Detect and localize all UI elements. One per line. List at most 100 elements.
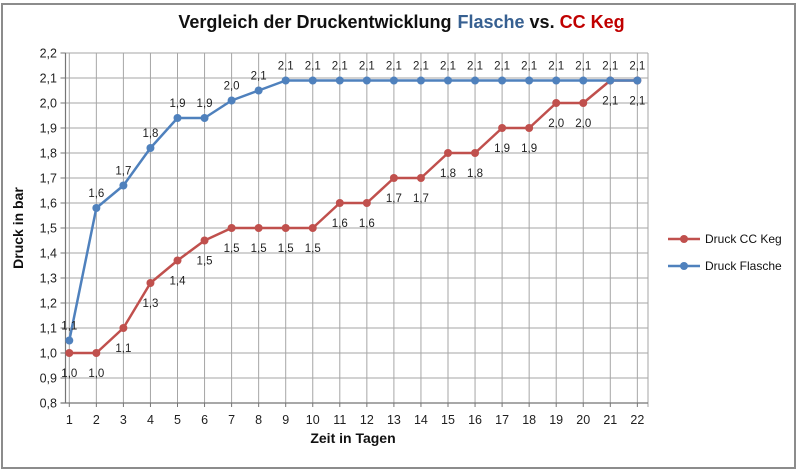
data-label: 1,5 bbox=[278, 243, 294, 255]
x-tick-label: 15 bbox=[441, 413, 455, 427]
data-point-marker bbox=[416, 76, 425, 85]
data-point-marker bbox=[65, 349, 74, 357]
data-point-marker bbox=[254, 224, 263, 232]
x-tick-label: 5 bbox=[174, 413, 181, 427]
data-label: 1,5 bbox=[224, 243, 240, 255]
data-point-marker bbox=[227, 96, 236, 105]
data-point-marker bbox=[389, 76, 398, 85]
x-tick-label: 3 bbox=[120, 413, 127, 427]
data-point-marker bbox=[335, 199, 344, 207]
data-label: 1,9 bbox=[170, 98, 186, 110]
x-tick-label: 14 bbox=[414, 413, 428, 427]
series-druck-flasche bbox=[65, 76, 642, 345]
data-point-marker bbox=[92, 349, 101, 357]
x-tick-label: 1 bbox=[66, 413, 73, 427]
data-label: 2,1 bbox=[602, 96, 618, 108]
data-label: 1,6 bbox=[359, 218, 375, 230]
y-tick-label: 1,0 bbox=[40, 347, 57, 361]
y-tick-label: 1,5 bbox=[40, 222, 57, 236]
x-tick-label: 22 bbox=[630, 413, 644, 427]
data-label: 2,0 bbox=[575, 118, 591, 130]
data-point-marker bbox=[525, 124, 534, 132]
data-point-marker bbox=[200, 114, 209, 122]
series-line bbox=[68, 79, 639, 355]
chart-title-main: Vergleich der Druckentwicklung bbox=[178, 12, 452, 32]
data-label: 1,8 bbox=[467, 168, 483, 180]
data-point-marker bbox=[552, 76, 561, 85]
y-tick-label: 1,9 bbox=[40, 122, 57, 136]
data-point-marker bbox=[146, 279, 155, 287]
data-point-marker bbox=[227, 224, 236, 232]
data-label: 2,1 bbox=[629, 61, 645, 73]
data-label: 2,1 bbox=[251, 71, 267, 83]
y-tick-label: 1,2 bbox=[40, 297, 57, 311]
y-tick-label: 2,0 bbox=[40, 97, 57, 111]
data-label: 1,7 bbox=[115, 166, 131, 178]
y-tick-label: 1,4 bbox=[40, 247, 57, 261]
data-point-marker bbox=[92, 204, 101, 212]
y-tick-label: 1,6 bbox=[40, 197, 57, 211]
x-tick-label: 9 bbox=[282, 413, 289, 427]
legend: Druck CC Keg Druck Flasche bbox=[668, 231, 798, 285]
data-labels-druck-cc-keg: 1,0 1,0 1,1 1,3 1,4 1,5 1,5 1,5 1,5 1,5 1,6 1,6 1,7 1… bbox=[61, 96, 645, 381]
data-point-marker bbox=[254, 86, 263, 95]
data-label: 2,1 bbox=[602, 61, 618, 73]
legend-marker-druck-flasche bbox=[668, 262, 700, 270]
chart-title: Vergleich der Druckentwicklung Flasche vs… bbox=[0, 12, 803, 33]
y-tick-label: 1,7 bbox=[40, 172, 57, 186]
x-tick-label: 10 bbox=[306, 413, 320, 427]
data-label: 2,1 bbox=[386, 61, 402, 73]
x-tick-label: 7 bbox=[228, 413, 235, 427]
data-label: 1,8 bbox=[440, 168, 456, 180]
data-point-marker bbox=[65, 336, 74, 345]
data-labels-druck-flasche: 1,1 1,6 1,7 1,8 1,9 1,9 2,0 2,1 2,1 2,1 2,1 2,1 2,1 2… bbox=[61, 61, 645, 333]
data-point-marker bbox=[362, 76, 371, 85]
data-label: 1,7 bbox=[386, 193, 402, 205]
data-label: 1,9 bbox=[494, 143, 510, 155]
data-point-marker bbox=[281, 224, 290, 232]
y-tick-label: 0,8 bbox=[40, 397, 57, 411]
data-label: 2,1 bbox=[440, 61, 456, 73]
data-point-marker bbox=[281, 76, 290, 85]
data-label: 1,9 bbox=[197, 98, 213, 110]
data-point-marker bbox=[173, 256, 182, 265]
x-tick-label: 8 bbox=[255, 413, 262, 427]
chart-title-vs: vs. bbox=[529, 12, 555, 32]
y-tick-label: 0,9 bbox=[40, 372, 57, 386]
data-label: 1,4 bbox=[170, 276, 187, 288]
x-axis-title: Zeit in Tagen bbox=[310, 430, 396, 446]
data-label: 2,0 bbox=[224, 81, 240, 93]
data-label: 2,1 bbox=[467, 61, 483, 73]
data-point-marker bbox=[119, 181, 128, 190]
x-tick-label: 11 bbox=[333, 413, 346, 427]
series-line bbox=[68, 79, 639, 342]
data-label: 1,9 bbox=[521, 143, 537, 155]
x-tick-label: 19 bbox=[549, 413, 563, 427]
data-label: 2,1 bbox=[305, 61, 321, 73]
data-point-marker bbox=[471, 76, 480, 85]
legend-label: Druck CC Keg bbox=[705, 232, 782, 246]
data-point-marker bbox=[444, 149, 452, 157]
data-point-marker bbox=[119, 324, 128, 332]
series-druck-cc-keg bbox=[65, 76, 642, 357]
data-point-marker bbox=[552, 99, 561, 107]
x-tick-label: 20 bbox=[576, 413, 590, 427]
y-tick-label: 1,8 bbox=[40, 147, 57, 161]
data-label: 1,0 bbox=[88, 368, 104, 380]
legend-item-druck-cc-keg[interactable]: Druck CC Keg bbox=[668, 231, 798, 247]
x-tick-label: 16 bbox=[468, 413, 482, 427]
data-point-marker bbox=[579, 76, 588, 85]
legend-marker-druck-cc-keg bbox=[668, 235, 700, 243]
y-axis-title: Druck in bar bbox=[10, 187, 26, 269]
data-label: 1,0 bbox=[61, 368, 77, 380]
data-point-marker bbox=[471, 149, 480, 157]
data-label: 2,1 bbox=[548, 61, 564, 73]
data-label: 2,1 bbox=[521, 61, 537, 73]
x-tick-label: 12 bbox=[360, 413, 374, 427]
data-label: 2,1 bbox=[494, 61, 510, 73]
data-point-marker bbox=[308, 224, 317, 232]
gridlines bbox=[65, 52, 649, 407]
legend-item-druck-flasche[interactable]: Druck Flasche bbox=[668, 258, 798, 274]
